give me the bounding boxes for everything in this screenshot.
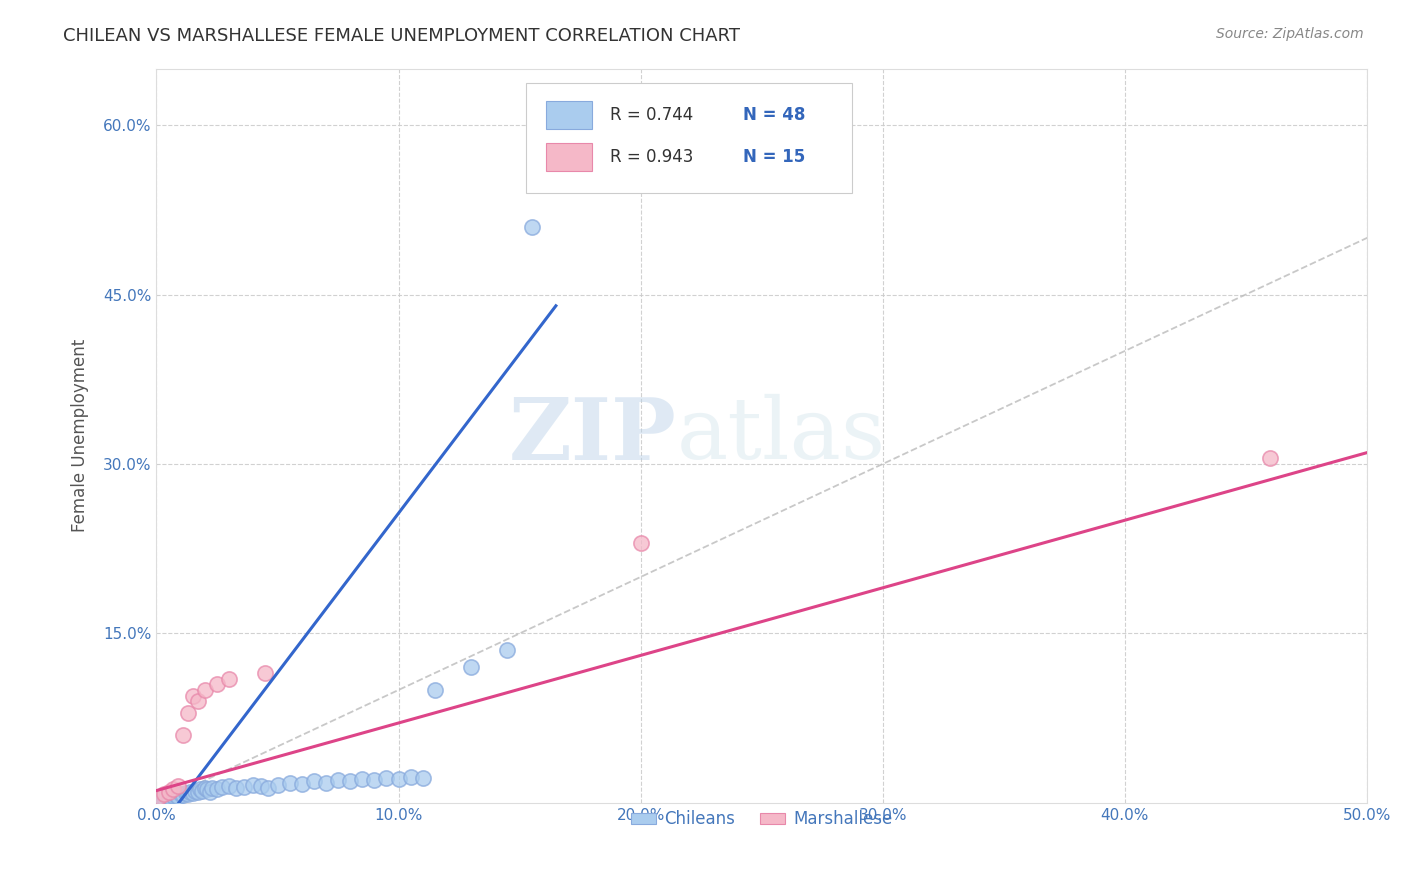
Point bbox=[165, 788, 187, 802]
Point bbox=[315, 775, 337, 789]
Point bbox=[195, 782, 218, 797]
Point bbox=[363, 773, 385, 788]
Point bbox=[630, 536, 652, 550]
Point bbox=[375, 771, 398, 785]
Point bbox=[152, 791, 174, 805]
Point bbox=[170, 787, 193, 801]
Point bbox=[399, 770, 422, 784]
Point bbox=[460, 660, 482, 674]
Point bbox=[148, 792, 170, 806]
Bar bbox=[546, 101, 592, 128]
Point bbox=[278, 775, 301, 789]
Point bbox=[177, 787, 200, 801]
Point bbox=[194, 683, 217, 698]
Text: N = 15: N = 15 bbox=[744, 148, 806, 166]
Point bbox=[266, 778, 288, 792]
Point bbox=[291, 777, 314, 791]
Point bbox=[225, 781, 247, 796]
Point bbox=[339, 774, 361, 789]
FancyBboxPatch shape bbox=[526, 83, 852, 194]
Point bbox=[387, 772, 409, 787]
Point bbox=[194, 781, 217, 796]
Point bbox=[423, 683, 446, 698]
Point bbox=[352, 772, 374, 787]
Point bbox=[152, 787, 174, 801]
Point bbox=[157, 790, 180, 805]
Point bbox=[181, 689, 204, 703]
Point bbox=[412, 771, 434, 785]
Point bbox=[254, 666, 277, 681]
Point bbox=[188, 782, 211, 797]
Point bbox=[205, 677, 228, 691]
Text: R = 0.744: R = 0.744 bbox=[610, 106, 693, 124]
Text: CHILEAN VS MARSHALLESE FEMALE UNEMPLOYMENT CORRELATION CHART: CHILEAN VS MARSHALLESE FEMALE UNEMPLOYME… bbox=[63, 27, 741, 45]
Point bbox=[177, 706, 200, 720]
Point bbox=[162, 782, 184, 797]
Point bbox=[242, 778, 264, 792]
Point bbox=[184, 783, 207, 797]
Point bbox=[181, 786, 204, 800]
Point bbox=[211, 780, 233, 794]
Text: atlas: atlas bbox=[676, 394, 886, 477]
Point bbox=[520, 219, 543, 234]
Point bbox=[232, 780, 254, 794]
Legend: Chileans, Marshallese: Chileans, Marshallese bbox=[624, 804, 900, 835]
Point bbox=[150, 790, 173, 805]
Point bbox=[1258, 451, 1281, 466]
Point bbox=[249, 779, 271, 793]
Y-axis label: Female Unemployment: Female Unemployment bbox=[72, 339, 89, 533]
Point bbox=[187, 694, 209, 708]
Text: Source: ZipAtlas.com: Source: ZipAtlas.com bbox=[1216, 27, 1364, 41]
Point bbox=[162, 789, 184, 804]
Point bbox=[187, 785, 209, 799]
Point bbox=[326, 773, 349, 788]
Point bbox=[302, 774, 325, 789]
Text: R = 0.943: R = 0.943 bbox=[610, 148, 693, 166]
Point bbox=[256, 781, 278, 796]
Point bbox=[198, 785, 221, 799]
Point bbox=[218, 779, 240, 793]
Point bbox=[172, 728, 194, 742]
Point bbox=[148, 790, 170, 805]
Point bbox=[201, 781, 224, 796]
Point bbox=[218, 672, 240, 686]
Point bbox=[174, 786, 197, 800]
Text: N = 48: N = 48 bbox=[744, 106, 806, 124]
Bar bbox=[546, 143, 592, 170]
Point bbox=[205, 782, 228, 797]
Point bbox=[160, 787, 183, 801]
Point bbox=[155, 789, 177, 804]
Point bbox=[191, 783, 214, 797]
Point bbox=[179, 785, 201, 799]
Point bbox=[167, 779, 190, 793]
Point bbox=[172, 788, 194, 802]
Point bbox=[167, 790, 190, 805]
Point bbox=[496, 643, 519, 657]
Point bbox=[157, 785, 180, 799]
Text: ZIP: ZIP bbox=[509, 393, 676, 478]
